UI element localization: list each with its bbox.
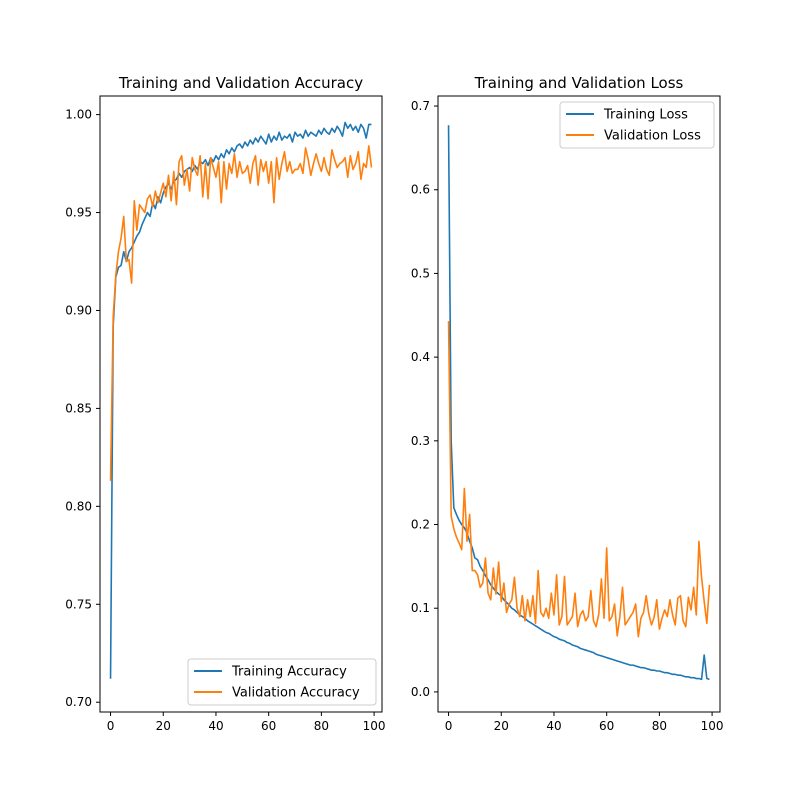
chart-1-legend-box: [559, 101, 715, 149]
chart-0-xtick-label: 20: [156, 719, 171, 733]
chart-1-legend-label: Training Loss: [603, 108, 688, 123]
chart-0: Training and Validation Accuracy 0 20 40 60 8…: [65, 74, 385, 733]
chart-0-xtick-label: 80: [314, 719, 329, 733]
chart-0-series-training-accuracy-line: [109, 121, 372, 679]
chart-0-ytick-label: 0.80: [65, 499, 92, 513]
chart-1: Training and Validation Loss 0 20 40 60 80 100…: [411, 74, 724, 733]
chart-1-xtick-label: 40: [546, 719, 561, 733]
chart-0-legend: Training Accuracy Validation Accuracy: [187, 658, 377, 706]
chart-0-legend-box: [187, 658, 377, 706]
chart-0-title: Training and Validation Accuracy: [118, 74, 363, 92]
chart-0-legend-label: Training Accuracy: [231, 665, 347, 680]
chart-1-xtick-label: 80: [652, 719, 667, 733]
chart-1-ytick-label: 0.1: [411, 601, 430, 615]
chart-1-ytick-label: 0.6: [411, 183, 430, 197]
chart-1-legend-label: Validation Loss: [604, 129, 701, 144]
chart-1-title: Training and Validation Loss: [474, 74, 684, 92]
chart-0-xtick-label: 100: [363, 719, 386, 733]
chart-1-ytick-label: 0.2: [411, 518, 430, 532]
chart-1-ytick-label: 0.4: [411, 350, 430, 364]
chart-0-series-validation-accuracy-line: [109, 145, 373, 481]
chart-0-legend-label: Validation Accuracy: [232, 686, 360, 701]
chart-1-legend: Training Loss Validation Loss: [559, 101, 715, 149]
chart-0-ytick-label: 0.95: [65, 206, 92, 220]
chart-1-series-training-loss-line: [447, 125, 710, 681]
chart-0-axes-frame: [99, 95, 383, 713]
chart-0-xtick-label: 0: [107, 719, 115, 733]
chart-1-xtick-label: 0: [445, 719, 453, 733]
chart-1-axes-frame: [437, 95, 721, 713]
chart-0-ytick-label: 1.00: [65, 108, 92, 122]
chart-1-xtick-label: 20: [494, 719, 509, 733]
chart-0-ytick-label: 0.75: [65, 597, 92, 611]
chart-0-ytick-label: 0.90: [65, 303, 92, 317]
chart-0-xtick-label: 60: [261, 719, 276, 733]
chart-1-ytick-label: 0.3: [411, 434, 430, 448]
chart-1-series-validation-loss-line: [447, 321, 711, 638]
chart-0-ytick-label: 0.85: [65, 401, 92, 415]
chart-1-ytick-label: 0.5: [411, 266, 430, 280]
chart-0-ytick-label: 0.70: [65, 695, 92, 709]
chart-1-ytick-label: 0.7: [411, 99, 430, 113]
chart-1-xtick-label: 100: [701, 719, 724, 733]
chart-1-ytick-label: 0.0: [411, 685, 430, 699]
chart-0-xtick-label: 40: [208, 719, 223, 733]
chart-1-xtick-label: 60: [599, 719, 614, 733]
